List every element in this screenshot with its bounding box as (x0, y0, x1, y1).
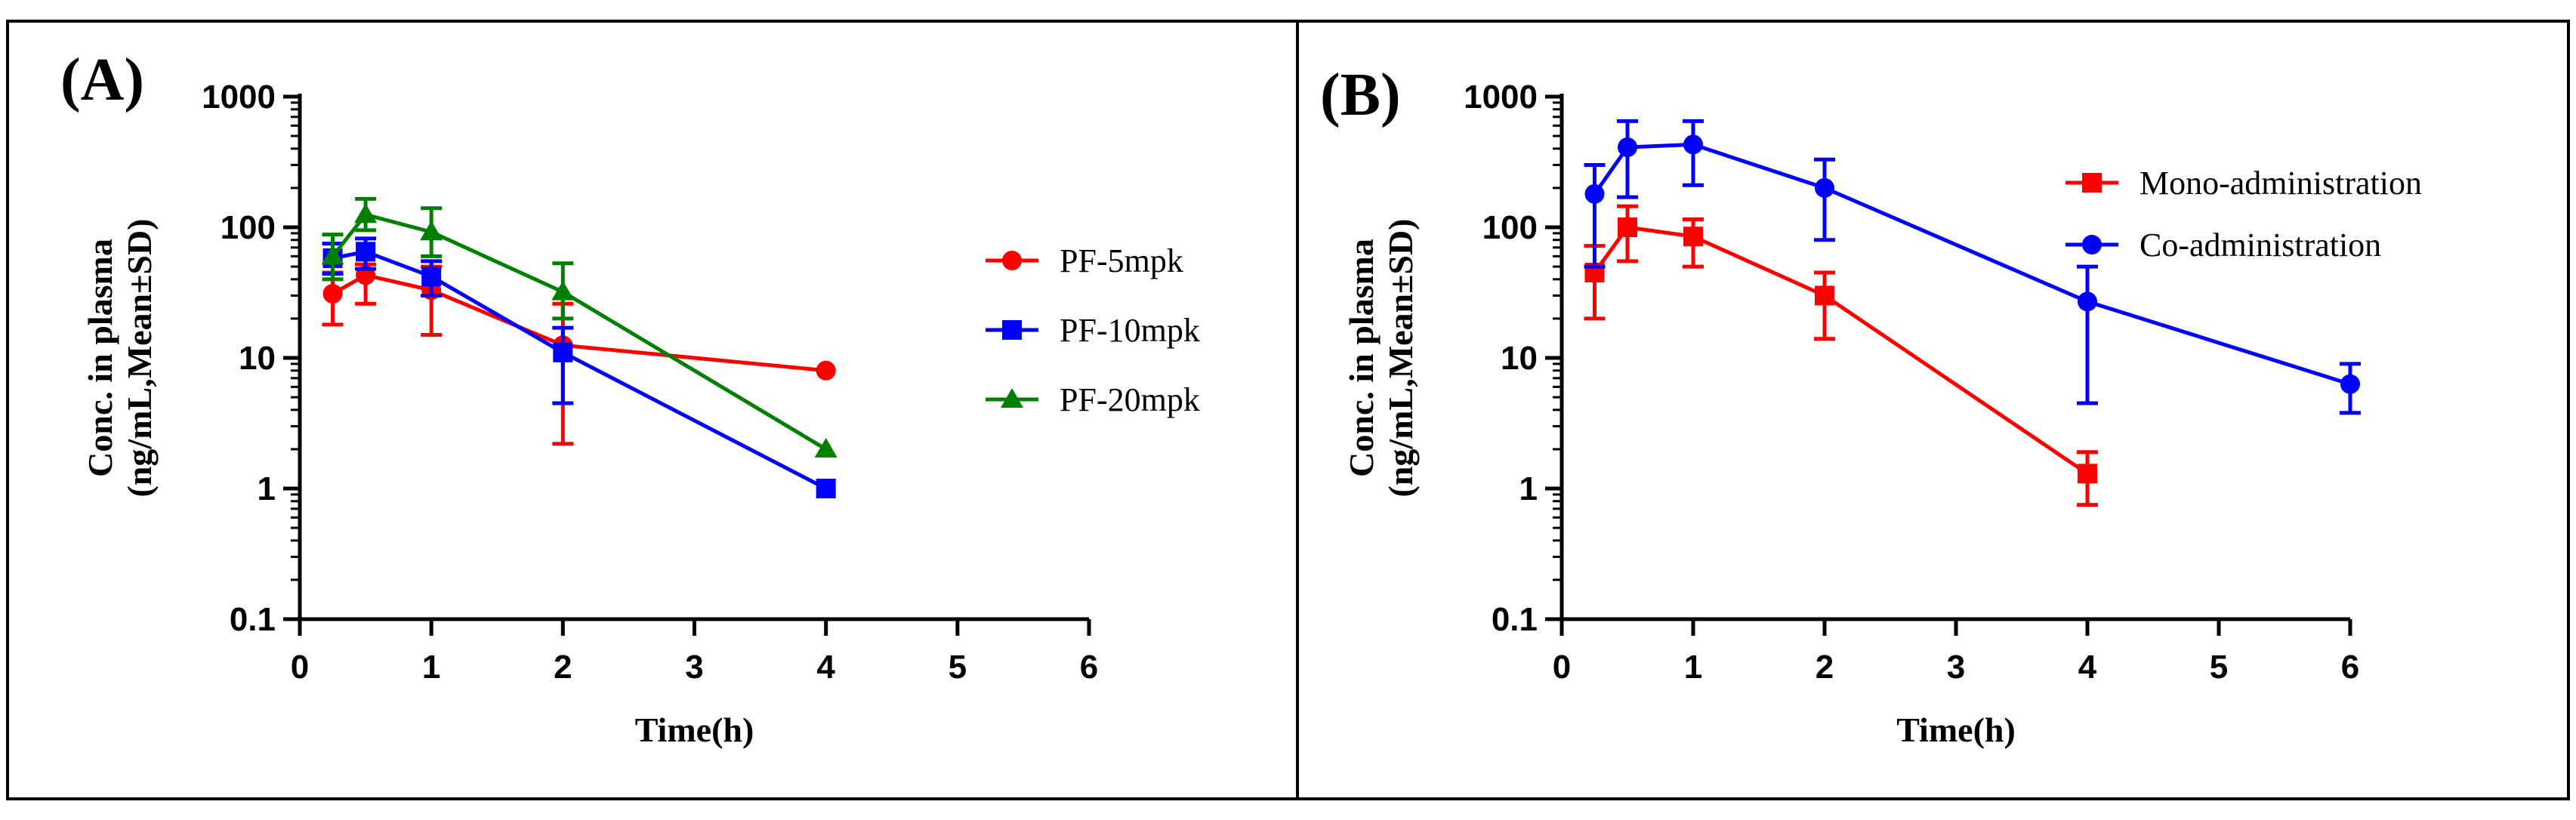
chart-b-series-0-point (2078, 464, 2097, 484)
chart-b-series-0-point (1618, 217, 1637, 237)
chart-b-y-axis-title-line1: Conc. in plasma (1342, 239, 1381, 477)
chart-a-series-1-line (332, 249, 827, 491)
chart-b-y-tick-label: 1000 (1464, 79, 1538, 116)
chart-a-y-axis-title-line1: Conc. in plasma (81, 239, 119, 477)
chart-a-y-tick-label: 0.1 (230, 601, 276, 638)
chart-a-series-1-legend-label: PF-10mpk (1060, 312, 1200, 349)
chart-b: 0.1 1 10 100 1000 0 1 2 3 4 5 6 Time(h) Conc. in plas… (1320, 62, 2422, 749)
chart-a-series-2-point (354, 203, 378, 223)
chart-a-series-2-point (420, 220, 443, 241)
chart-b-series-1-point (2078, 291, 2097, 312)
chart-a-series-1-point (816, 479, 836, 498)
chart-a-series-1-point (421, 267, 442, 287)
chart-a-series-0-point (322, 283, 343, 304)
chart-a-series-2-point (321, 245, 344, 265)
chart-a-series-2-point (814, 437, 838, 458)
chart-a-panel-label: (A) (60, 47, 144, 113)
chart-b-series-0-point (1815, 285, 1834, 306)
chart-a-x-tick-label: 2 (554, 649, 572, 686)
chart-a-series-2-legend-label: PF-20mpk (1060, 381, 1200, 418)
chart-b-y-tick-label: 0.1 (1492, 601, 1538, 638)
chart-a-x-tick-label: 1 (422, 649, 440, 686)
chart-b-x-tick-label: 6 (2341, 649, 2359, 686)
chart-a-x-tick-label: 5 (949, 649, 967, 686)
chart-b-x-tick-label: 2 (1816, 649, 1834, 686)
chart-a-x-tick-label: 3 (685, 649, 703, 686)
chart-b-y-tick-label: 1 (1519, 470, 1538, 507)
chart-a-y-tick-label: 1000 (202, 79, 276, 116)
chart-b-y-axis-title-line2: (ng/mL,Mean±SD) (1381, 219, 1420, 498)
chart-b-series-1-point (1618, 137, 1637, 157)
chart-b-series-0-legend-label: Mono-administration (2139, 165, 2422, 202)
chart-b-series-0-line (1593, 225, 2089, 476)
chart-a-series-1-legend-marker (1002, 320, 1022, 340)
chart-a-y-tick-label: 10 (239, 340, 276, 377)
chart-a-series-0-line (332, 273, 826, 373)
chart-b-series-1-point (2340, 374, 2360, 394)
chart-b-series-1-legend-marker (2082, 235, 2102, 254)
chart-b-x-tick-label: 4 (2078, 649, 2097, 686)
chart-a-y-axis-title-line2: (ng/mL,Mean±SD) (120, 219, 159, 498)
chart-b-series-1-point (1815, 177, 1834, 198)
chart-a-series-0-legend-label: PF-5mpk (1060, 242, 1183, 279)
chart-b-y-tick-label: 10 (1501, 340, 1538, 377)
chart-b-series-1-legend-label: Co-administration (2139, 227, 2381, 264)
chart-a-y-tick-label: 100 (221, 209, 276, 246)
chart-a-series-0-point (816, 360, 836, 381)
chart-a: 0.1 1 10 100 1000 0 1 2 3 4 5 6 Time(h) Conc. in plas… (60, 47, 1200, 749)
chart-b-x-tick-label: 5 (2210, 649, 2228, 686)
chart-a-series-1-point (356, 242, 376, 262)
chart-b-x-tick-label: 1 (1684, 649, 1702, 686)
chart-a-series-2-point (551, 280, 575, 301)
chart-b-series-1-point (1683, 134, 1703, 155)
chart-b-panel-label: (B) (1320, 62, 1401, 128)
chart-a-y-tick-label: 1 (258, 470, 276, 507)
chart-b-x-tick-label: 0 (1553, 649, 1571, 686)
chart-b-x-tick-label: 3 (1947, 649, 1965, 686)
chart-b-series-1-point (1584, 183, 1605, 204)
chart-b-y-tick-label: 100 (1482, 209, 1538, 246)
chart-a-series-0-legend-marker (1002, 251, 1022, 270)
chart-a-series-1-point (553, 342, 573, 362)
chart-a-series-2-line (331, 212, 827, 452)
chart-a-x-tick-label: 6 (1080, 649, 1098, 686)
chart-b-x-axis-title: Time(h) (1896, 711, 2016, 749)
panel-b-frame (1296, 20, 2570, 800)
chart-b-series-0-legend-marker (2082, 173, 2102, 193)
chart-a-series-2-legend-marker (1001, 388, 1023, 408)
chart-a-x-axis-title: Time(h) (635, 711, 754, 749)
chart-a-x-tick-label: 4 (816, 649, 835, 686)
chart-b-series-0-point (1683, 227, 1703, 247)
chart-a-x-tick-label: 0 (291, 649, 309, 686)
